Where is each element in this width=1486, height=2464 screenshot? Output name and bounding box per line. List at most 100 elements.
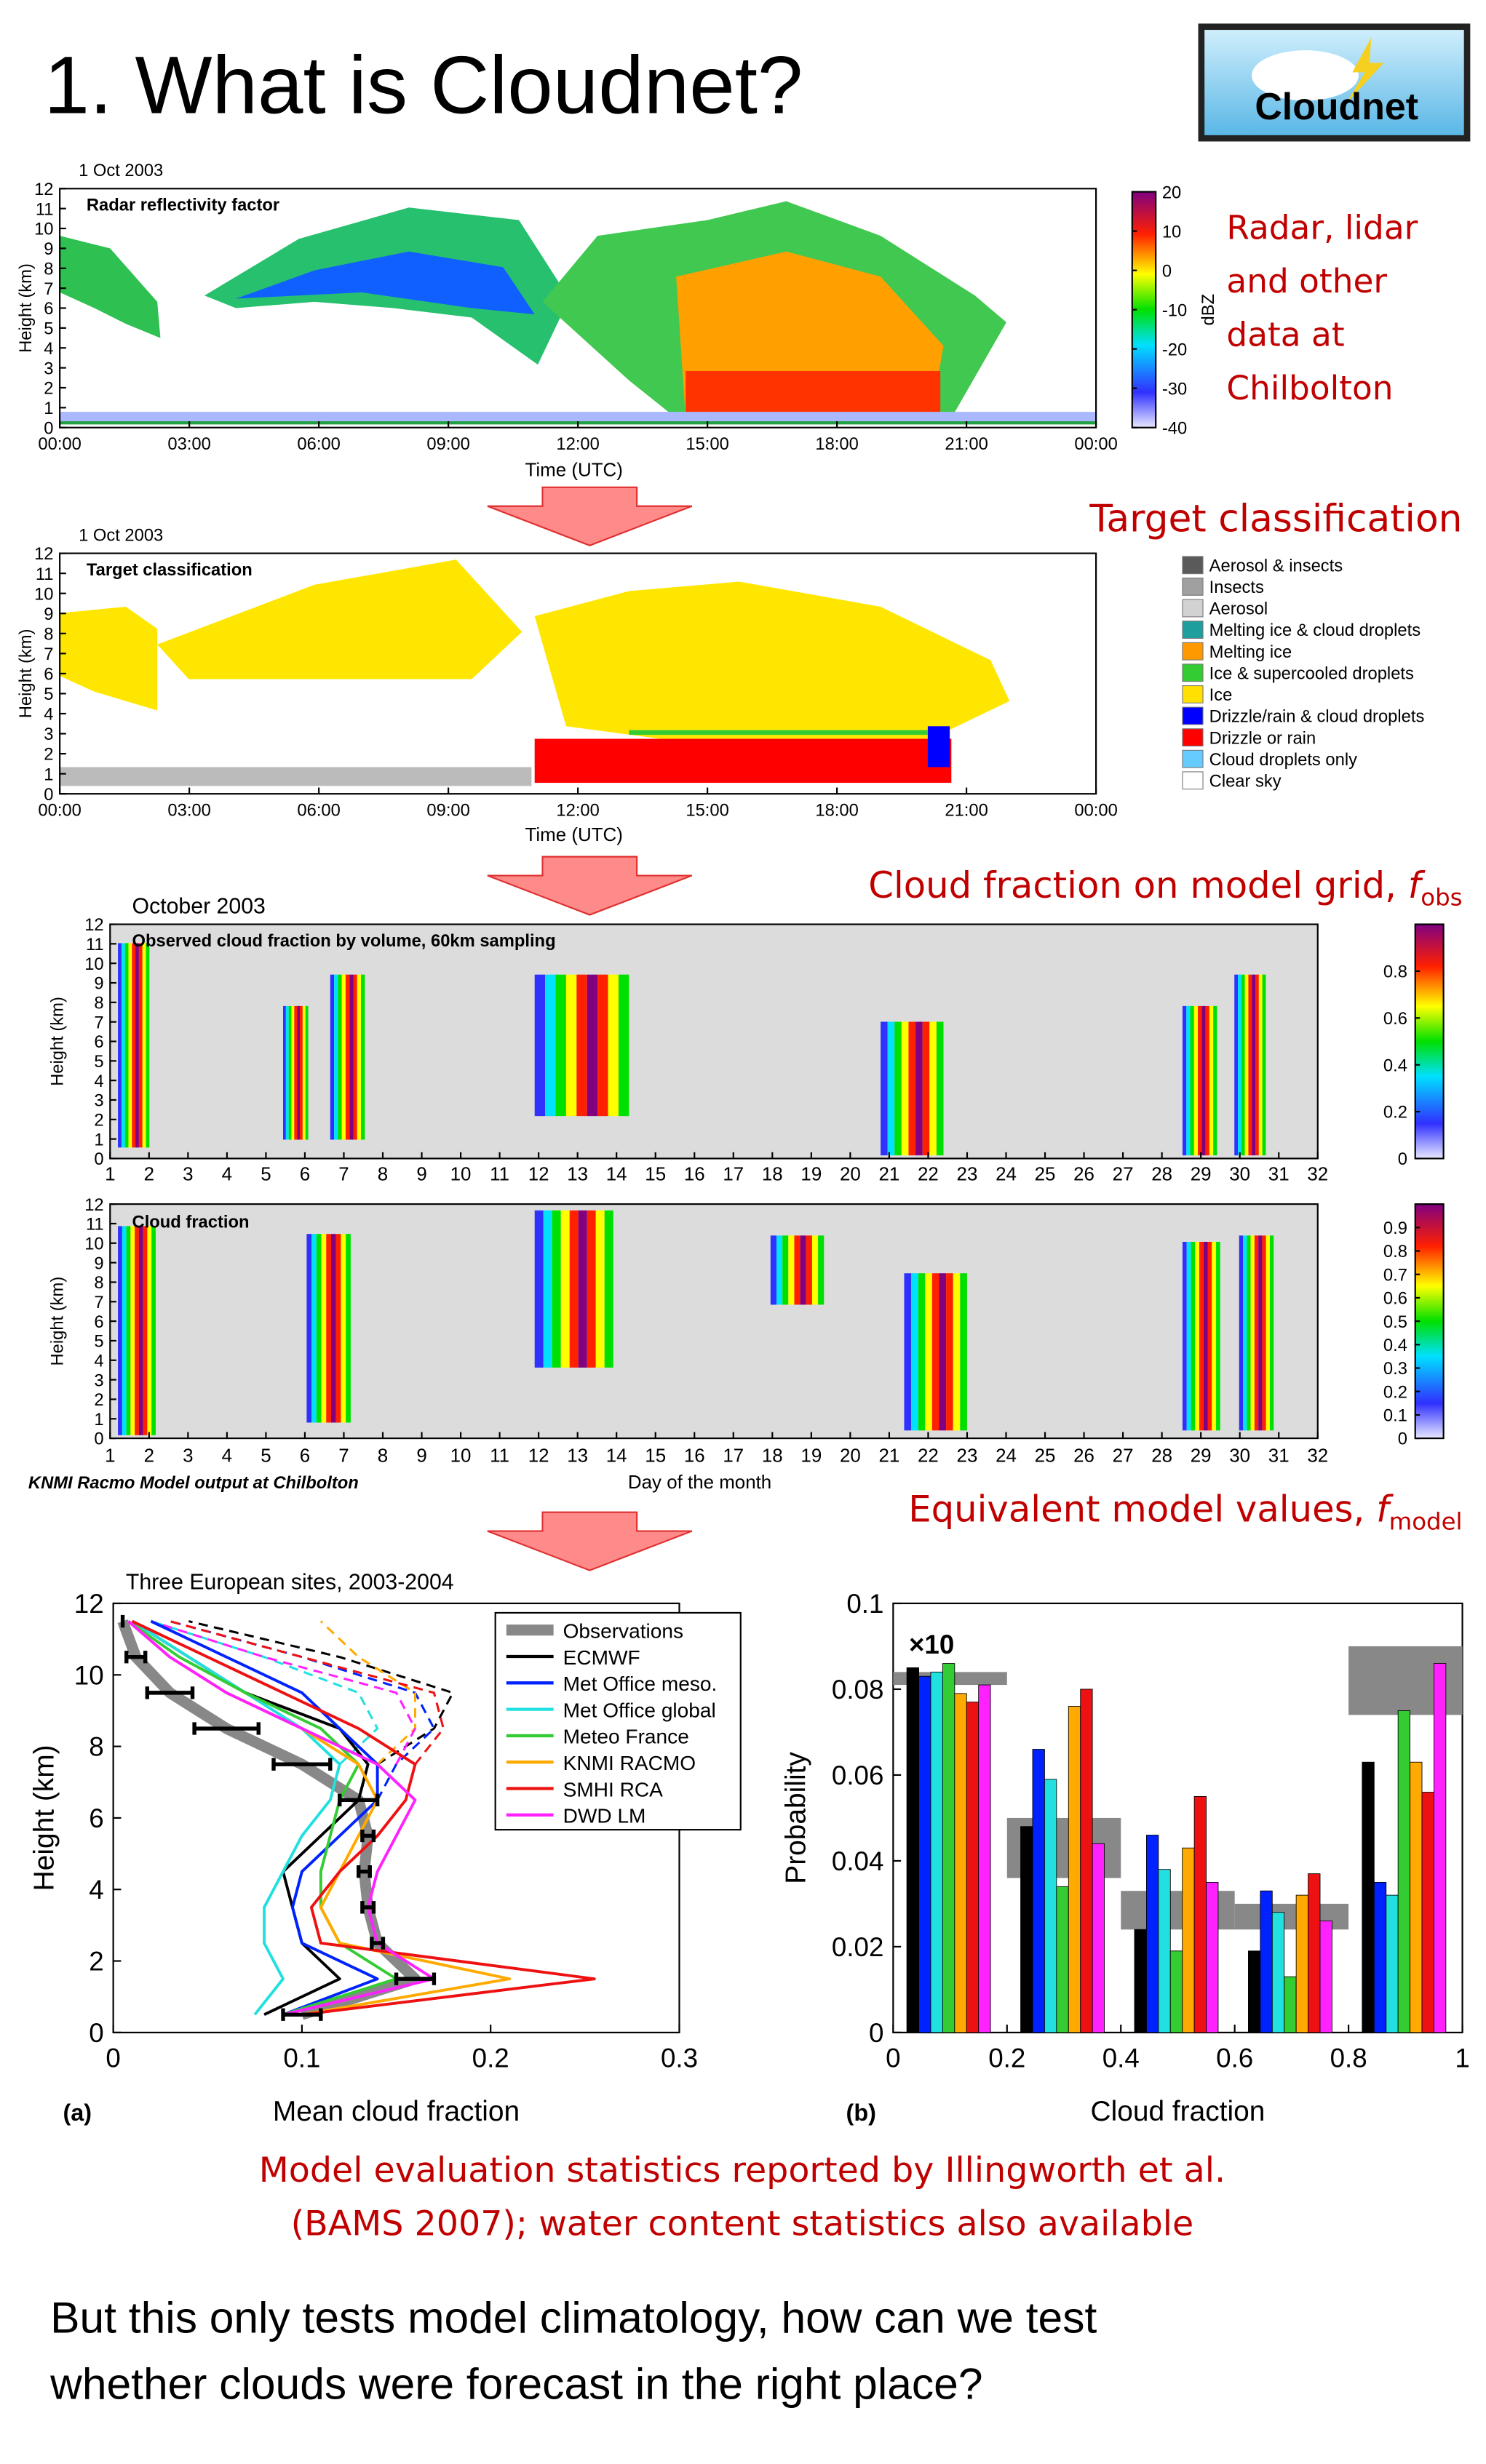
error-bar [145,1686,195,1699]
y-tick-label: 10 [74,1660,104,1690]
heatmap-region [1252,974,1256,1156]
heatmap-region [569,1210,579,1368]
series-line [170,1620,445,1766]
y-tick-label: 5 [94,1052,103,1072]
colorbar-tick-label: 10 [1162,222,1181,242]
heatmap-region [927,726,950,767]
x-tick-label: 0.8 [1330,2043,1367,2073]
x-tick-label: 19 [800,1165,822,1185]
x-tick-label: 23 [957,1165,978,1185]
y-axis-label: Height (km) [47,1277,67,1366]
heatmap-region [1199,1242,1204,1431]
heatmap-region [1241,974,1245,1156]
heatmap-region [1247,1235,1251,1431]
heatmap-region [335,1234,341,1423]
bar [1044,1779,1057,2033]
x-tick-label: 24 [996,1165,1017,1185]
heatmap-region [770,1235,776,1305]
x-tick-label: 26 [1073,1165,1094,1185]
colorbar-tick-label: 0.3 [1383,1359,1407,1379]
heatmap-region [1238,974,1241,1156]
heatmap-region [925,1273,932,1431]
heatmap-region [282,1005,286,1140]
x-tick-label: 9 [416,1446,426,1467]
heatmap-region [60,767,532,786]
error-bar [360,1829,376,1843]
heatmap-region [341,974,346,1140]
y-tick-label: 2 [44,745,53,765]
heatmap-region [1207,1242,1212,1431]
heatmap-region [1243,1235,1247,1431]
heatmap-region [1182,1005,1187,1156]
heatmap-region [1205,1005,1209,1156]
x-tick-label: 6 [300,1165,310,1185]
legend-label: Melting ice & cloud droplets [1209,621,1421,640]
y-tick-label: 10 [84,1234,103,1253]
y-tick-label: 0 [44,418,53,438]
y-tick-label: 4 [44,705,53,725]
error-bar [370,1937,386,1950]
y-tick-label: 3 [94,1091,103,1111]
heatmap-region [534,1210,544,1368]
heatmap-region [1195,1242,1199,1431]
legend-label: Clear sky [1209,771,1282,791]
colorbar-tick-label: 0.6 [1383,1289,1407,1309]
y-tick-label: 7 [94,1013,103,1032]
heatmap-region [1258,974,1263,1156]
heatmap-region [1212,1242,1217,1431]
bar [978,1684,991,2033]
x-tick-label: 15:00 [686,800,728,820]
heatmap-region [291,1005,295,1140]
x-tick-label: 17 [723,1165,744,1185]
heatmap-region [128,943,132,1148]
heatmap-region [326,1234,331,1423]
heatmap-region [1262,1235,1266,1431]
legend-label: Ice & supercooled droplets [1209,663,1414,683]
y-tick-label: 0.06 [832,1761,883,1790]
x-tick-label: 16 [684,1165,705,1185]
heatmap-region [1244,974,1249,1156]
heatmap-region [110,924,1318,1159]
heatmap-region [1193,1005,1199,1156]
y-tick-label: 6 [94,1032,103,1052]
colorbar-tick-label: 0.8 [1383,1242,1407,1261]
heatmap-region [1269,1235,1274,1431]
legend-label: Cloud droplets only [1209,750,1357,770]
heatmap-region [918,1273,926,1431]
bar [1020,1826,1033,2033]
heatmap-region [922,1021,930,1156]
heatmap-region [330,974,335,1140]
panel-label: Radar reflectivity factor [87,196,279,215]
x-tick-label: 13 [567,1165,588,1185]
heatmap-region [776,1235,783,1305]
x-tick-label: 18:00 [815,800,858,820]
heatmap-region [341,1234,346,1423]
series-line [131,1619,370,2017]
y-tick-label: 8 [94,993,103,1013]
legend-swatch [1182,771,1204,790]
x-axis-label: Time (UTC) [525,460,623,481]
series-line [131,1619,596,2017]
y-tick-label: 2 [44,379,53,399]
bar [1319,1921,1332,2033]
x-tick-label: 21:00 [945,800,988,820]
x-tick-label: 21:00 [945,434,988,454]
x-tick-label: 11 [490,1165,509,1185]
heatmap-region [1198,1005,1202,1156]
x-tick-label: 4 [222,1446,232,1467]
heatmap-region [306,1234,312,1423]
error-bar [281,2008,323,2021]
series-line [319,1620,416,1766]
y-axis-label: Height (km) [16,263,36,353]
x-tick-label: 10 [450,1446,472,1467]
colorbar-tick-label: 0.8 [1383,962,1407,982]
heatmap-region [353,974,357,1140]
footer-line: But this only tests model climatology, h… [50,2293,1097,2343]
legend-swatch [1182,556,1204,575]
heatmap-region [597,974,608,1117]
heatmap-region [346,1234,351,1423]
bar [1373,1881,1387,2033]
x-tick-label: 0 [106,2043,120,2073]
bar [1092,1843,1105,2033]
bar [1386,1894,1399,2033]
